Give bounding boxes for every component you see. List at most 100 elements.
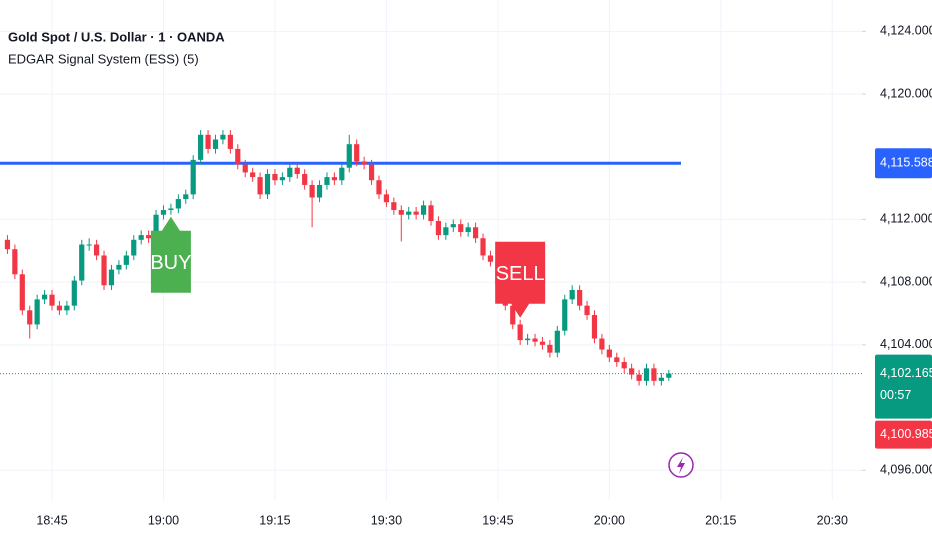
candle-body [34, 299, 40, 325]
candle-body [64, 305, 70, 311]
candle-body [368, 164, 375, 181]
signal-text: BUY [150, 252, 191, 274]
candle-body [27, 310, 33, 325]
signal-text: SELL [496, 263, 545, 285]
candle-body [175, 199, 181, 209]
candle-body [487, 255, 494, 262]
candle-body [584, 305, 590, 316]
candle-body [554, 330, 560, 353]
candle-body [331, 177, 337, 181]
y-tick-label: 4,124.000 [880, 24, 932, 38]
candle-body [562, 299, 568, 331]
y-tick-label: 4,112.000 [880, 212, 932, 226]
candle-body [636, 374, 642, 381]
candle-body [198, 134, 204, 160]
candle-body [279, 177, 285, 181]
y-tick-label: 4,104.000 [880, 337, 932, 351]
x-tick-label: 20:00 [594, 513, 625, 527]
candle-body [160, 210, 167, 215]
candle-body [398, 210, 404, 215]
candle-body [361, 161, 367, 165]
candle-body [591, 315, 598, 339]
candle-body [629, 368, 635, 375]
candle-body [376, 180, 382, 195]
candle-body [339, 167, 345, 181]
bid-price-label: 4,100.985 [880, 427, 932, 441]
candle-body [346, 144, 352, 168]
candle-body [354, 144, 360, 162]
last-price-label: 4,102.165 [880, 366, 932, 380]
signal-label [495, 241, 546, 318]
candle-body [458, 224, 464, 232]
candle-body [406, 211, 412, 215]
candle-body [56, 305, 63, 311]
candle-body [108, 269, 115, 286]
candle-body [435, 221, 442, 236]
y-tick-label: 4,096.000 [880, 463, 932, 477]
candle-body [4, 239, 11, 250]
x-tick-label: 19:15 [259, 513, 290, 527]
x-tick-label: 18:45 [36, 513, 67, 527]
candle-body [383, 194, 390, 203]
candle-body [450, 224, 456, 228]
candle-body [287, 167, 293, 178]
candle-body [532, 338, 538, 342]
candle-body [116, 264, 122, 270]
candle-body [146, 235, 152, 239]
candle-body [86, 244, 92, 246]
candle-body [539, 341, 546, 345]
candle-body [599, 338, 605, 350]
candle-body [465, 227, 471, 232]
candle-body [472, 227, 479, 239]
labels-layer: 4,096.000 4,104.000 4,108.000 4,112.000 4,12… [36, 24, 932, 527]
candle-body [510, 305, 516, 325]
candle-body [614, 357, 620, 363]
candle-body [666, 373, 672, 378]
level-price-label: 4,115.588 [880, 155, 932, 169]
candle-body [391, 202, 397, 211]
candle-body [123, 255, 129, 265]
level-price-box [875, 148, 932, 179]
candle-body [324, 177, 330, 185]
candle-body [190, 159, 196, 195]
x-tick-label: 19:30 [371, 513, 402, 527]
candle-body [413, 211, 419, 215]
last-price-box [875, 354, 932, 419]
candle-body [94, 244, 100, 256]
candle-body [153, 214, 159, 239]
candle-body [569, 289, 575, 300]
candle-body [316, 184, 323, 198]
candle-body [71, 280, 77, 306]
candle-body [41, 294, 48, 300]
candle-body [49, 294, 55, 306]
candle-body [183, 194, 189, 200]
candle-body [101, 255, 107, 286]
lightning-icon[interactable] [668, 452, 694, 478]
x-tick-label: 19:00 [148, 513, 179, 527]
countdown: 00:57 [880, 388, 911, 402]
candle-body [138, 235, 144, 240]
candle-body [272, 173, 278, 181]
y-tick-label: 4,108.000 [880, 274, 932, 288]
candle-body [79, 244, 85, 281]
x-tick-label: 20:30 [817, 513, 848, 527]
candle-body [525, 338, 531, 341]
candle-body [227, 134, 233, 149]
candle-body [168, 208, 174, 211]
candle-body [302, 173, 308, 185]
x-tick-label: 19:45 [482, 513, 513, 527]
candle-body [212, 139, 219, 149]
bid-price-box [875, 420, 932, 449]
candle-body [235, 148, 241, 165]
candle-body [220, 134, 226, 140]
candle-body [428, 205, 434, 222]
candle-body [131, 239, 137, 256]
candle-body [517, 324, 523, 341]
candle-body [19, 274, 25, 311]
candle-body [443, 227, 449, 236]
candle-body [606, 349, 612, 358]
candle-body [205, 134, 211, 149]
chart-subtitle: EDGAR Signal System (ESS) (5) [8, 51, 199, 66]
